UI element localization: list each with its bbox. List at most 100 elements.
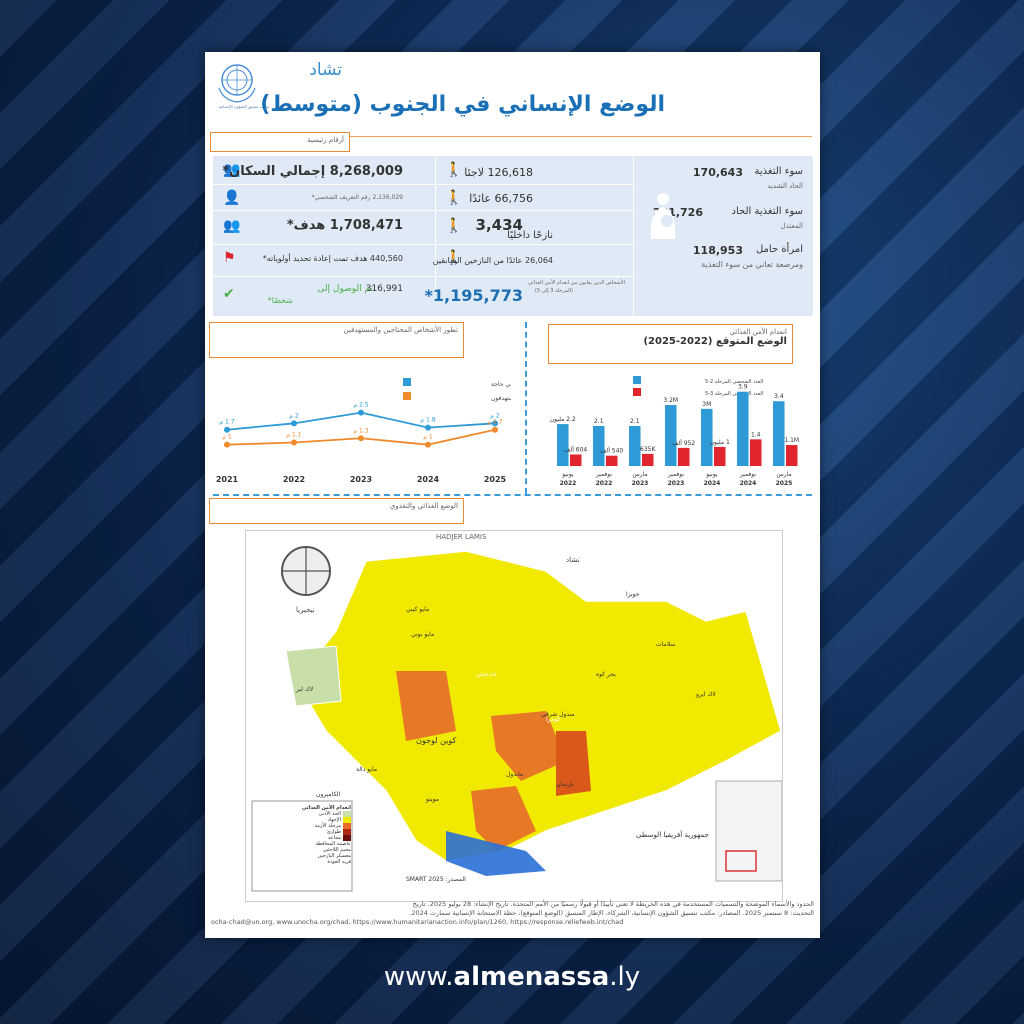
x-tick-label: 2024: [704, 480, 721, 487]
target-people-icon: 👥: [223, 218, 241, 234]
inset-highlight: [725, 850, 757, 872]
legend-swatch: [633, 376, 641, 384]
un-caption: مكتب تنسيق الشؤون الإنسانية: [218, 104, 270, 109]
divider: [213, 244, 633, 245]
x-tick-label: يونيو: [705, 471, 718, 478]
stat-refugees: 126,618 لاجئا: [464, 166, 533, 179]
footer-links[interactable]: ocha-chad@un.org, www.unocha.org/chad, h…: [211, 917, 624, 926]
section-nutrition: الوضع الغذائي والتغذوي: [209, 498, 464, 524]
map-label: مايو كيبي: [406, 606, 430, 613]
legend-swatch: [633, 388, 641, 396]
data-point: [291, 439, 297, 446]
x-tick-label: 2023: [668, 480, 685, 487]
x-tick-label: 2025: [776, 480, 793, 487]
x-tick-label: مارس: [632, 471, 647, 478]
map-label: HADJER LAMIS: [436, 533, 487, 541]
reprioritized-icon: ⚑: [223, 250, 236, 266]
x-tick-label: 2022: [596, 480, 613, 487]
legend-swatch: [403, 378, 411, 386]
website-watermark[interactable]: www.almenassa.ly: [0, 962, 1024, 992]
legend-label: الأشخاص المستهدفون: [491, 394, 511, 402]
legend-point: مخيم اللاجئين: [322, 847, 351, 853]
x-tick-label: 2022: [560, 480, 577, 487]
x-tick-label: نوفمبر: [595, 471, 613, 478]
map-label: سلامات: [656, 641, 676, 648]
map-label: مويتو: [426, 796, 439, 803]
stat-mam-label: سوء التغذية الحاد: [731, 206, 803, 217]
country-label: تشاد: [309, 60, 342, 80]
section-key-figures-label: أرقام رئيسية: [307, 136, 344, 144]
stat-sam-label: سوء التغذية: [754, 166, 804, 177]
section-trend-label: تطور الأشخاص المحتاجين والمستهدفين: [343, 326, 459, 334]
data-label: 1 م: [423, 434, 433, 441]
map-region-stress: [295, 550, 782, 862]
map-source: المصدر: SMART 2025: [406, 876, 466, 883]
bar-label: 1 مليون: [710, 439, 730, 446]
bar: [749, 439, 762, 466]
legend-item: الإجهاد: [256, 817, 351, 823]
bar: [713, 446, 726, 466]
website-brand: almenassa: [453, 962, 610, 992]
bar-label: 540 ألف: [600, 447, 623, 455]
bar-label: 952 ألف: [672, 439, 695, 447]
stat-sam-value: 170,643: [692, 166, 743, 179]
x-tick-label: نوفمبر: [667, 471, 685, 478]
divider: [213, 210, 633, 211]
stat-reached-prefix: تم الوصول إلى: [317, 284, 373, 294]
title-divider: [213, 136, 812, 137]
map-label: كوين لوجون: [416, 736, 457, 745]
data-point: [492, 420, 498, 427]
legend-label: الناس في حاجة: [491, 381, 511, 388]
legend-item: مجاعة: [256, 835, 351, 841]
map-label: تاندجيلي: [476, 671, 497, 678]
idp-icon: 🚶: [445, 218, 463, 234]
legend-point: عاصمة المحافظة: [315, 841, 351, 847]
stat-plw-sub: ومرضعة تعاني من سوء التغذية: [701, 260, 803, 269]
map-region-crisis: [556, 731, 591, 796]
legend-item: طوارئ: [256, 829, 351, 835]
map-region-minimal: [285, 645, 342, 707]
bar-label: 2.1: [594, 418, 604, 425]
map-label: تشاد: [566, 556, 580, 564]
bar-label: 3.9: [738, 384, 748, 391]
divider: [213, 184, 633, 185]
chad-south-map: HADJER LAMIS تشاد نيجيريا مايو كيبي مايو…: [245, 530, 886, 902]
data-label: 1.7 م: [219, 419, 234, 426]
stat-returnees: 66,756 عائدًا: [469, 192, 533, 205]
section-divider-vertical: [525, 322, 527, 494]
id-icon: 👤: [223, 190, 241, 206]
data-label: 2 م: [289, 412, 299, 419]
refugee-icon: 🚶: [445, 162, 463, 178]
former-idp-icon: 🚶: [445, 250, 463, 266]
map-label: بارسان: [556, 781, 574, 788]
bar-label: 3.4: [774, 393, 784, 400]
x-tick-label: 2024: [417, 475, 440, 484]
data-point: [291, 420, 297, 427]
data-point: [425, 424, 431, 431]
map-region-crisis: [491, 711, 566, 781]
bar: [629, 426, 641, 466]
stat-plw-label: امرأة حامل: [755, 244, 803, 255]
x-tick-label: 2025: [484, 475, 507, 484]
data-point: [358, 435, 364, 442]
mother-child-icon: [650, 193, 676, 239]
bar: [605, 455, 618, 466]
legend-item: مرحلة الأزمة: [256, 823, 351, 829]
x-tick-label: 2024: [740, 480, 757, 487]
map-svg: [246, 531, 886, 901]
stat-food-insecure-phase: (المرحلة 3 إلى 5): [534, 288, 573, 294]
food-insecurity-title: الوضع المتوقع (2022-2025): [643, 336, 787, 347]
x-tick-label: 2022: [283, 475, 305, 484]
map-label: كومرا: [546, 716, 561, 723]
stat-reached-suffix: شخصًا*: [267, 296, 293, 305]
bar-label: 1.4: [751, 431, 761, 438]
map-label: مندول شرقي: [541, 711, 575, 718]
map-label: ماندول: [506, 771, 524, 778]
bar: [737, 391, 749, 466]
divider: [633, 156, 634, 316]
map-label: الكاميرون: [316, 791, 341, 798]
stat-target: 1,708,471 هدف*: [286, 218, 403, 233]
legend-item: الحد الأدنى: [256, 811, 351, 817]
website-prefix: www.: [383, 962, 454, 992]
x-tick-label: مارس: [776, 471, 791, 478]
